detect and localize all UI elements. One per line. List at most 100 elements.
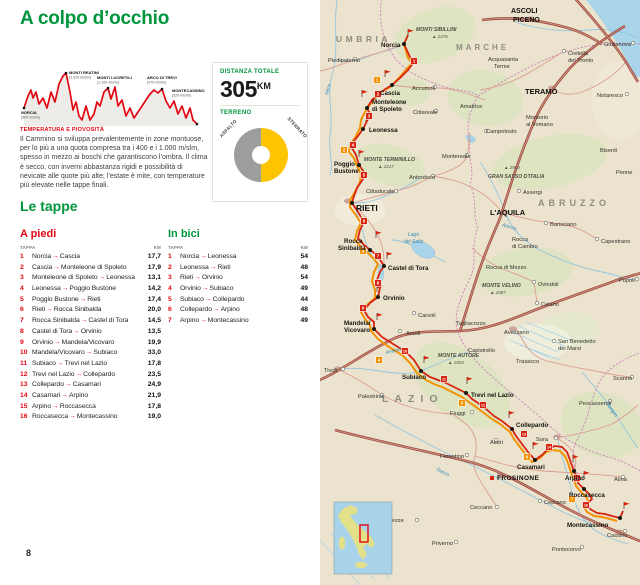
col-stage: TAPPA — [20, 245, 36, 250]
map-graphic — [555, 404, 639, 439]
map-graphic — [393, 188, 399, 194]
map-label: MONTE AUTORE — [438, 353, 480, 359]
map-graphic — [337, 43, 405, 62]
map-graphic — [397, 328, 403, 334]
stage-number: 6 — [168, 306, 172, 314]
stage-row: 4 Leonessa→Poggio Bustone 14,2 — [20, 285, 161, 296]
map-graphic — [339, 351, 469, 374]
arrow-icon: → — [201, 285, 209, 293]
arrow-icon: → — [75, 370, 83, 378]
map-graphic — [553, 435, 559, 441]
map-label: ASCOLI — [511, 8, 538, 15]
map-graphic — [368, 248, 372, 252]
map-graphic — [493, 437, 499, 443]
map-graphic — [551, 61, 627, 95]
stage-row: 3 Rieti→Orvinio 54 — [168, 274, 308, 285]
bike-stage-marker: 7 — [568, 495, 576, 503]
map-graphic — [359, 304, 367, 312]
map-label: Notaresco — [597, 93, 623, 99]
flag-icon — [624, 502, 630, 506]
map-graphic: 9 — [362, 306, 365, 311]
map-graphic: 6 — [526, 455, 529, 460]
divider — [220, 105, 300, 106]
stage-number: 12 — [20, 370, 28, 378]
map-graphic — [374, 252, 382, 260]
arrow-icon: → — [61, 391, 68, 399]
flag-icon — [362, 90, 368, 94]
map-label: Aniene — [384, 347, 402, 356]
map-graphic — [630, 40, 636, 46]
map-graphic — [365, 112, 373, 120]
map-graphic — [520, 430, 528, 438]
profile-line — [23, 72, 198, 125]
donut-hole — [252, 146, 270, 164]
stage-route: Orvinio→Subiaco — [180, 285, 234, 293]
map-label: Montorio — [526, 115, 548, 121]
arrow-icon: → — [56, 359, 64, 367]
map-graphic: 7 — [377, 254, 380, 259]
stage-row: 15 Arpino→Roccasecca 17,8 — [20, 403, 161, 414]
donut-label-sterrato: STERRATO — [285, 116, 308, 139]
stage-route: Poggio Bustone→Rieti — [32, 295, 101, 303]
map-label: Terme — [494, 64, 510, 70]
profile-peak-dot — [160, 87, 164, 91]
stage-route: Orvinio→Mandela/Vicovaro — [32, 338, 115, 346]
map-graphic — [350, 201, 354, 205]
map-graphic — [622, 528, 628, 534]
stages-heading: Le tappe — [20, 198, 78, 214]
map-label: Bustone — [334, 168, 359, 175]
map-graphic — [459, 25, 626, 332]
map-label: LAZIO — [382, 393, 444, 405]
terrain-label: TERRENO — [220, 110, 252, 116]
stage-route: Trevi nel Lazio→Collepardo — [32, 370, 116, 378]
flag-icon — [584, 471, 590, 475]
map-graphic — [509, 326, 517, 332]
map-label: MARCHE — [456, 43, 509, 52]
climate-heading: TEMPERATURA E PIOVOSITÀ — [20, 127, 105, 133]
walk-stage-marker: 6 — [360, 217, 368, 225]
map-graphic — [414, 517, 420, 523]
bike-stage-marker: 6 — [523, 453, 531, 461]
stage-row: 16 Roccasecca→Montecassino 19,0 — [20, 413, 161, 424]
map-label: Piedipaterno — [328, 58, 360, 64]
map-graphic: 14 — [547, 446, 552, 450]
map-graphic — [618, 516, 622, 520]
map-graphic — [531, 279, 537, 285]
map-label: Barisciano — [550, 222, 577, 228]
walk-stage-marker: 7 — [374, 252, 382, 260]
stage-row: 5 Subiaco→Collepardo 44 — [168, 296, 308, 307]
stage-km: 17,8 — [147, 359, 161, 367]
arrow-icon: → — [46, 306, 53, 314]
bike-stage-marker: 5 — [458, 399, 466, 407]
map-graphic — [525, 321, 571, 341]
stage-row: 4 Orvinio→Subiaco 49 — [168, 285, 308, 296]
map-label: Roccasecca — [569, 492, 605, 499]
stage-row: 7 Arpino→Montecassino 49 — [168, 317, 308, 328]
page-number: 8 — [26, 548, 32, 558]
arrow-icon: → — [53, 338, 61, 346]
stage-row: 3 Monteleone di Spoleto→Leonessa 13,1 — [20, 274, 161, 285]
bike-rows: 1 Norcia→Leonessa 54 2 Leonessa→Rieti 48 3 Riet… — [168, 253, 308, 328]
stage-route: Norcia→Cascia — [32, 253, 80, 260]
map-labels: UMBRIA MARCHE ABRUZZO LAZIO RIETI L'AQUILA TER… — [324, 8, 635, 553]
map-graphic — [579, 544, 585, 550]
map-label: Cittareale — [413, 110, 437, 116]
stage-km: 48 — [300, 263, 308, 271]
map-graphic — [329, 0, 338, 176]
arrow-icon: → — [98, 274, 106, 282]
map-graphic — [572, 469, 576, 473]
map-graphic — [359, 247, 367, 255]
bike-stage-marker: 1 — [373, 76, 381, 84]
stage-row: 9 Orvinio→Mandela/Vicovaro 19,9 — [20, 339, 161, 350]
stage-km: 20,0 — [147, 306, 161, 314]
stage-number: 5 — [168, 295, 172, 303]
walk-stage-marker: 8 — [374, 279, 382, 287]
map-label: Sora — [536, 437, 549, 443]
map-graphic — [351, 202, 385, 267]
map-graphic: 5 — [363, 173, 366, 178]
arrow-icon: → — [204, 295, 212, 303]
map-graphic — [474, 455, 624, 478]
flag-icon — [533, 442, 539, 446]
map-graphic: 3 — [362, 249, 365, 254]
stage-number: 3 — [20, 274, 24, 282]
